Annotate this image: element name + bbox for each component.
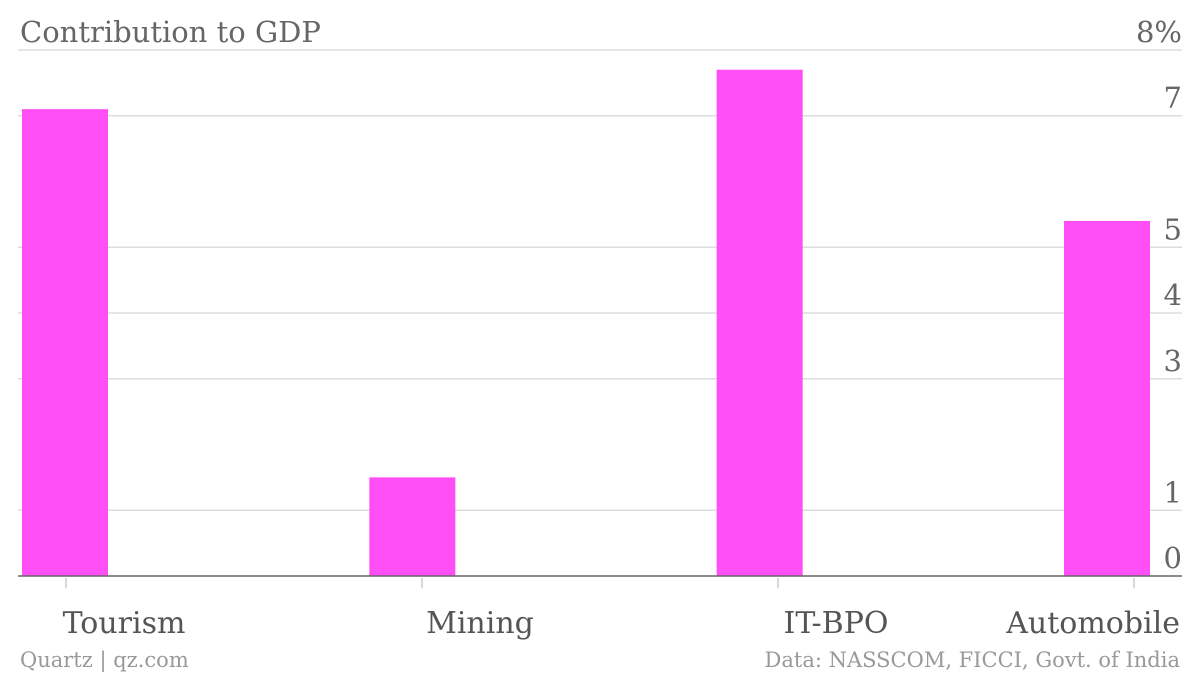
gridlines — [18, 49, 1182, 511]
y-tick-label: 8% — [1136, 15, 1182, 49]
bar-it-bpo — [716, 69, 803, 576]
y-tick-label: 4 — [1164, 278, 1182, 312]
category-ticks — [65, 578, 1135, 588]
chart-title: Contribution to GDP — [20, 15, 321, 49]
category-labels: Tourism Mining IT-BPO Automobile — [63, 606, 1180, 641]
y-tick-label: 5 — [1164, 212, 1182, 246]
bar-tourism — [22, 109, 108, 577]
y-tick-labels: 0 1 3 4 5 7 8% — [1136, 15, 1182, 575]
y-tick-label: 3 — [1164, 344, 1182, 378]
source-credit: Quartz | qz.com — [20, 648, 189, 673]
category-label: IT-BPO — [784, 606, 889, 641]
category-label: Mining — [426, 606, 534, 641]
category-label: Tourism — [63, 606, 186, 641]
data-source: Data: NASSCOM, FICCI, Govt. of India — [765, 648, 1180, 672]
y-tick-label: 1 — [1164, 475, 1182, 509]
bars — [22, 69, 1150, 577]
y-tick-label: 0 — [1164, 541, 1182, 575]
y-tick-label: 7 — [1164, 81, 1182, 115]
bar-automobile — [1064, 220, 1150, 576]
bar-mining — [369, 477, 456, 576]
category-label: Automobile — [1005, 606, 1180, 641]
